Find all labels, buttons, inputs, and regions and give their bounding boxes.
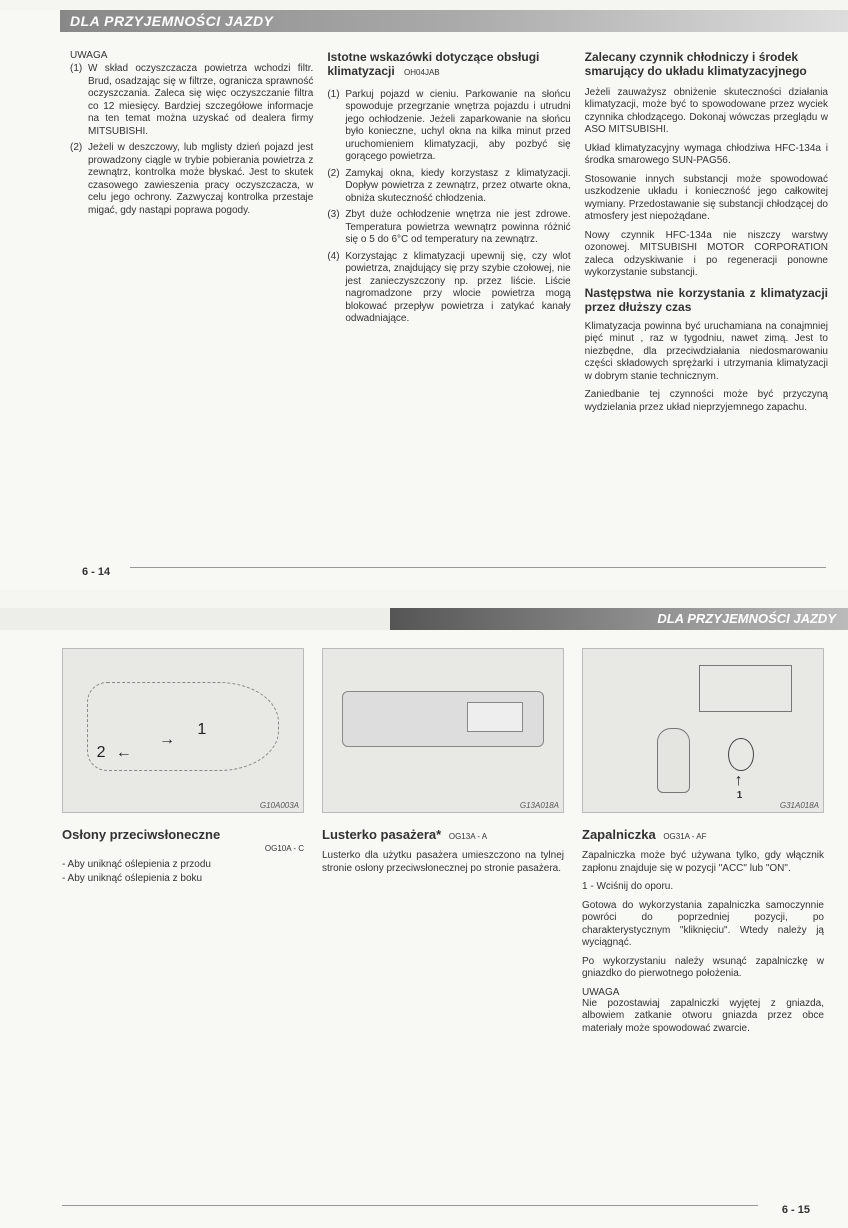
paragraph: Lusterko dla użytku pasażera umieszczono…	[322, 850, 564, 875]
paragraph: Gotowa do wykorzystania zapalniczka samo…	[582, 900, 824, 950]
figure-lighter: ↑ 1 G31A018A	[582, 648, 824, 813]
page-6-15: DLA PRZYJEMNOŚCI JAZDY 1 2 → ← G10A003A …	[0, 608, 848, 1228]
arrow-icon: →	[159, 731, 175, 749]
section-title: Zapalniczka OG31A - AF	[582, 827, 824, 842]
shift-lever	[657, 728, 691, 794]
item-number: (2)	[327, 168, 345, 206]
note-list: (1) W skład oczyszczacza powietrza wchod…	[70, 63, 313, 217]
item-number: (4)	[327, 251, 345, 326]
figure-row: 1 2 → ← G10A003A G13A018A	[0, 630, 848, 819]
paragraph: Stosowanie innych substancji może spowod…	[585, 174, 828, 224]
col2-title: Istotne wskazówki dotyczące obsługi klim…	[327, 50, 570, 79]
paragraph: Klimatyzacja powinna być uruchamiana na …	[585, 321, 828, 384]
figure-image: ↑ 1 G31A018A	[582, 648, 824, 813]
col3-title2: Następstwa nie korzystania z klimatyzacj…	[585, 286, 828, 315]
figure-image: 1 2 → ← G10A003A	[62, 648, 304, 813]
header-blank	[0, 608, 390, 630]
mirror-glass	[467, 702, 523, 732]
figure-image: G13A018A	[322, 648, 564, 813]
paragraph: Jeżeli zauważysz obniżenie skuteczności …	[585, 87, 828, 137]
footer-rule	[130, 567, 826, 568]
item-text: W skład oczyszczacza powietrza wchodzi f…	[88, 63, 313, 138]
title-text: Osłony przeciwsłoneczne	[62, 827, 220, 842]
three-column-layout-2: Osłony przeciwsłoneczne OG10A - C - Aby …	[0, 819, 848, 1045]
marker-2: 2	[97, 744, 106, 762]
section-lighter: Zapalniczka OG31A - AF Zapalniczka może …	[582, 827, 824, 1041]
figure-code: G31A018A	[780, 801, 819, 810]
item-text: Zamykaj okna, kiedy korzystasz z klimaty…	[345, 168, 570, 206]
list-item: (4) Korzystając z klimatyzacji upewnij s…	[327, 251, 570, 326]
mirror-body	[342, 691, 544, 746]
three-column-layout: UWAGA (1) W skład oczyszczacza powietrza…	[0, 42, 848, 424]
section-code: OG10A - C	[62, 844, 304, 853]
paragraph: Zaniedbanie tej czynności może być przyc…	[585, 389, 828, 414]
item-number: (3)	[327, 209, 345, 247]
list-item: (2) Zamykaj okna, kiedy korzystasz z kli…	[327, 168, 570, 206]
section-code: OG13A - A	[449, 832, 487, 841]
figure-code: G13A018A	[520, 801, 559, 810]
marker-1: 1	[197, 721, 206, 739]
console-box	[699, 665, 792, 713]
list-item: (1) Parkuj pojazd w cieniu. Parkowanie n…	[327, 89, 570, 164]
title-text: Lusterko pasażera*	[322, 827, 441, 842]
paragraph: Po wykorzystaniu należy wsunąć zapalnicz…	[582, 956, 824, 981]
title-code: OH04JAB	[404, 68, 440, 77]
section-title: Osłony przeciwsłoneczne	[62, 827, 304, 842]
title-text: Zapalniczka	[582, 827, 656, 842]
figure-mirror: G13A018A	[322, 648, 564, 813]
column-3: Zalecany czynnik chłodniczy i środek sma…	[585, 50, 828, 420]
paragraph: Nowy czynnik HFC-134a nie niszczy warstw…	[585, 230, 828, 280]
paragraph: Zapalniczka może być używana tylko, gdy …	[582, 850, 824, 875]
item-text: Jeżeli w deszczowy, lub mglisty dzień po…	[88, 142, 313, 217]
page-number-left: 6 - 14	[82, 566, 110, 578]
item-text: Korzystając z klimatyzacji upewnij się, …	[345, 251, 570, 326]
bullet-item: - Aby uniknąć oślepienia z przodu	[62, 859, 304, 870]
item-text: Zbyt duże ochłodzenie wnętrza nie jest z…	[345, 209, 570, 247]
section-code: OG31A - AF	[663, 832, 706, 841]
page-number-right: 6 - 15	[782, 1204, 810, 1216]
bullet-item: - Aby uniknąć oślepienia z boku	[62, 873, 304, 884]
figure-code: G10A003A	[260, 801, 299, 810]
dash-outline: ↑ 1	[597, 656, 808, 806]
list-item: (2) Jeżeli w deszczowy, lub mglisty dzie…	[70, 142, 313, 217]
header-text: DLA PRZYJEMNOŚCI JAZDY	[390, 608, 848, 630]
column-2: Istotne wskazówki dotyczące obsługi klim…	[327, 50, 570, 420]
col3-title1: Zalecany czynnik chłodniczy i środek sma…	[585, 50, 828, 79]
note-label: UWAGA	[70, 50, 313, 61]
list-item: (3) Zbyt duże ochłodzenie wnętrza nie je…	[327, 209, 570, 247]
page-6-14: DLA PRZYJEMNOŚCI JAZDY UWAGA (1) W skład…	[0, 10, 848, 590]
item-number: (1)	[70, 63, 88, 138]
section-header-bottom: DLA PRZYJEMNOŚCI JAZDY	[0, 608, 848, 630]
footer-rule	[62, 1205, 758, 1206]
section-title: Lusterko pasażera* OG13A - A	[322, 827, 564, 842]
paragraph: Nie pozostawiaj zapalniczki wyjętej z gn…	[582, 998, 824, 1036]
section-mirror: Lusterko pasażera* OG13A - A Lusterko dl…	[322, 827, 564, 1041]
paragraph: 1 - Wciśnij do oporu.	[582, 881, 824, 894]
arrow-up-icon: ↑	[735, 772, 743, 790]
tips-list: (1) Parkuj pojazd w cieniu. Parkowanie n…	[327, 89, 570, 326]
figure-sunvisor: 1 2 → ← G10A003A	[62, 648, 304, 813]
paragraph: Układ klimatyzacyjny wymaga chłodziwa HF…	[585, 143, 828, 168]
list-item: (1) W skład oczyszczacza powietrza wchod…	[70, 63, 313, 138]
column-1: UWAGA (1) W skład oczyszczacza powietrza…	[70, 50, 313, 420]
marker-1: 1	[737, 790, 743, 801]
arrow-icon: ←	[116, 744, 132, 762]
section-header-top: DLA PRZYJEMNOŚCI JAZDY	[60, 10, 848, 32]
item-text: Parkuj pojazd w cieniu. Parkowanie na sł…	[345, 89, 570, 164]
section-sunvisors: Osłony przeciwsłoneczne OG10A - C - Aby …	[62, 827, 304, 1041]
note-label: UWAGA	[582, 987, 824, 998]
lighter-socket	[728, 738, 753, 771]
item-number: (2)	[70, 142, 88, 217]
item-number: (1)	[327, 89, 345, 164]
